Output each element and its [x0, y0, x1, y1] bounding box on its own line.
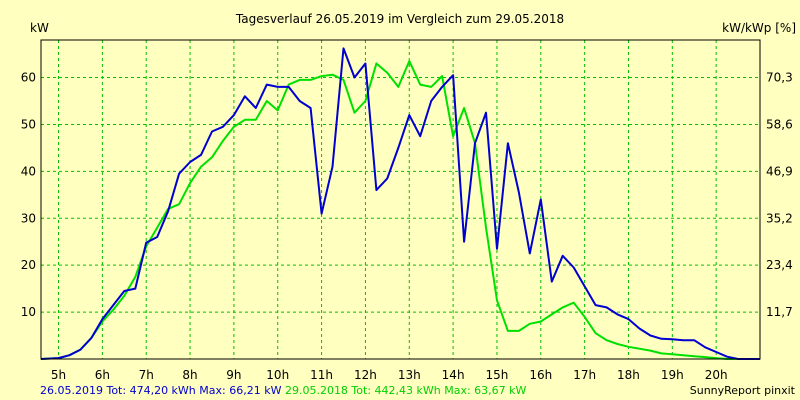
- x-tick-label: 13h: [398, 368, 421, 382]
- x-tick-label: 6h: [95, 368, 110, 382]
- x-tick-label: 9h: [226, 368, 241, 382]
- x-tick-label: 14h: [442, 368, 465, 382]
- y-tick-label-right: 70,3: [766, 71, 793, 85]
- x-tick-label: 11h: [310, 368, 333, 382]
- legend-series-1: 26.05.2019 Tot: 474,20 kWh Max: 66,21 kW…: [40, 384, 527, 397]
- y-tick-label-right: 35,2: [766, 211, 793, 225]
- y-tick-label-right: 58,6: [766, 117, 793, 131]
- y-tick-label-right: 46,9: [766, 164, 793, 178]
- x-tick-label: 19h: [661, 368, 684, 382]
- plot-frame: [40, 39, 761, 360]
- grid: [41, 40, 760, 359]
- y-axis-label-left: kW: [30, 21, 49, 35]
- y-tick-label-left: 20: [21, 258, 36, 272]
- x-tick-label: 5h: [51, 368, 66, 382]
- y-tick-label-left: 30: [21, 211, 36, 225]
- ticks: 5h 6h 7h 8h 9h 10h 11h 12h 13h 14h 15h 16h 17h 18h 19h…: [21, 71, 793, 382]
- x-tick-label: 15h: [486, 368, 509, 382]
- y-tick-label-left: 40: [21, 164, 36, 178]
- x-tick-label: 16h: [529, 368, 552, 382]
- series-lines: [40, 47, 760, 360]
- y-tick-label-right: 23,4: [766, 258, 793, 272]
- chart-title: Tagesverlauf 26.05.2019 im Vergleich zum…: [235, 12, 564, 26]
- y-tick-label-right: 11,7: [766, 305, 793, 319]
- x-tick-label: 10h: [266, 368, 289, 382]
- brand-label: SunnyReport pinxit: [690, 384, 796, 397]
- y-tick-label-left: 60: [21, 71, 36, 85]
- y-tick-label-left: 50: [21, 117, 36, 131]
- x-tick-label: 18h: [617, 368, 640, 382]
- series-line: [40, 60, 760, 360]
- y-axis-label-right: kW/kWp [%]: [722, 21, 796, 35]
- x-tick-label: 17h: [573, 368, 596, 382]
- x-tick-label: 8h: [182, 368, 197, 382]
- y-tick-label-left: 10: [21, 305, 36, 319]
- legend-series-2: 29.05.2018 Tot: 442,43 kWh Max: 63,67 kW: [285, 384, 527, 397]
- series-line: [40, 47, 760, 360]
- x-tick-label: 7h: [139, 368, 154, 382]
- x-tick-label: 12h: [354, 368, 377, 382]
- x-tick-label: 20h: [705, 368, 728, 382]
